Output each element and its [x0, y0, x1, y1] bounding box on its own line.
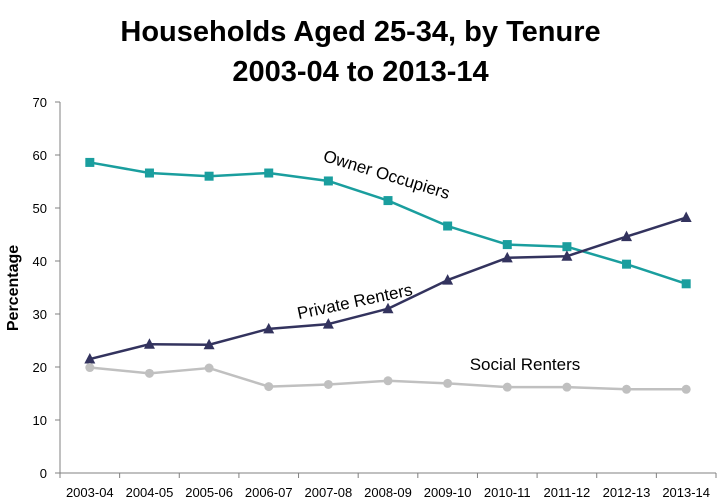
x-tick-label: 2011-12 [544, 485, 591, 500]
x-tick-label: 2010-11 [484, 485, 531, 500]
data-point-circle [562, 382, 572, 392]
x-tick-label: 2009-10 [424, 485, 472, 500]
data-point-circle [502, 382, 512, 392]
data-point-triangle [561, 250, 573, 261]
data-point-triangle [322, 318, 334, 329]
data-point-circle [323, 379, 333, 389]
data-point-circle [264, 382, 274, 392]
data-point-square [383, 196, 393, 206]
data-point-square [681, 279, 691, 289]
data-point-triangle [84, 353, 96, 364]
data-point-triangle [203, 338, 215, 350]
annotation-social-renters: Social Renters [470, 355, 581, 374]
data-point-circle [85, 363, 95, 373]
data-point-circle [622, 384, 632, 394]
series-layer [84, 157, 692, 394]
data-point-square [562, 242, 572, 252]
data-point-triangle [501, 251, 513, 263]
y-tick-label: 40 [33, 254, 47, 269]
annotation-owner-occupiers: Owner Occupiers [321, 146, 452, 203]
x-tick-label: 2007-08 [305, 485, 353, 500]
series-social-renters [85, 363, 691, 394]
data-point-triangle [143, 338, 155, 349]
data-point-square [443, 221, 453, 231]
data-point-square [144, 168, 154, 178]
y-tick-label: 60 [33, 148, 47, 163]
data-point-triangle [621, 230, 633, 242]
x-tick-label: 2008-09 [364, 485, 412, 500]
data-point-circle [144, 368, 154, 378]
x-tick-label: 2013-14 [662, 485, 710, 500]
y-tick-label: 50 [33, 201, 47, 216]
data-point-triangle [442, 274, 454, 285]
series-private-renters [84, 211, 692, 364]
x-tick-label: 2006-07 [245, 485, 293, 500]
y-tick-label: 10 [33, 413, 47, 428]
x-tick-label: 2005-06 [185, 485, 233, 500]
chart-title: Households Aged 25-34, by Tenure [120, 16, 601, 48]
data-point-square [502, 240, 512, 250]
x-tick-label: 2003-04 [66, 485, 114, 500]
data-point-square [264, 168, 274, 178]
y-tick-label: 20 [33, 360, 47, 375]
y-tick-label: 0 [40, 466, 47, 481]
y-tick-label: 70 [33, 95, 47, 110]
data-point-square [622, 259, 632, 269]
data-point-circle [443, 378, 453, 388]
x-tick-label: 2004-05 [126, 485, 174, 500]
axes: 0 10 20 30 40 50 60 70 2003-04 2004-05 2005-06 2006… [33, 95, 717, 500]
data-point-square [204, 171, 214, 181]
y-tick-label: 30 [33, 307, 47, 322]
data-point-square [323, 176, 333, 186]
chart-subtitle: 2003-04 to 2013-14 [232, 56, 489, 88]
y-axis-label: Percentage [5, 245, 22, 331]
x-tick-label: 2012-13 [603, 485, 651, 500]
data-point-circle [383, 376, 393, 386]
data-point-triangle [263, 322, 275, 334]
data-point-circle [681, 384, 691, 394]
data-point-triangle [382, 302, 394, 314]
data-point-triangle [680, 211, 692, 223]
series-owner-occupiers [85, 157, 691, 289]
data-point-circle [204, 363, 214, 373]
data-point-square [85, 157, 95, 167]
